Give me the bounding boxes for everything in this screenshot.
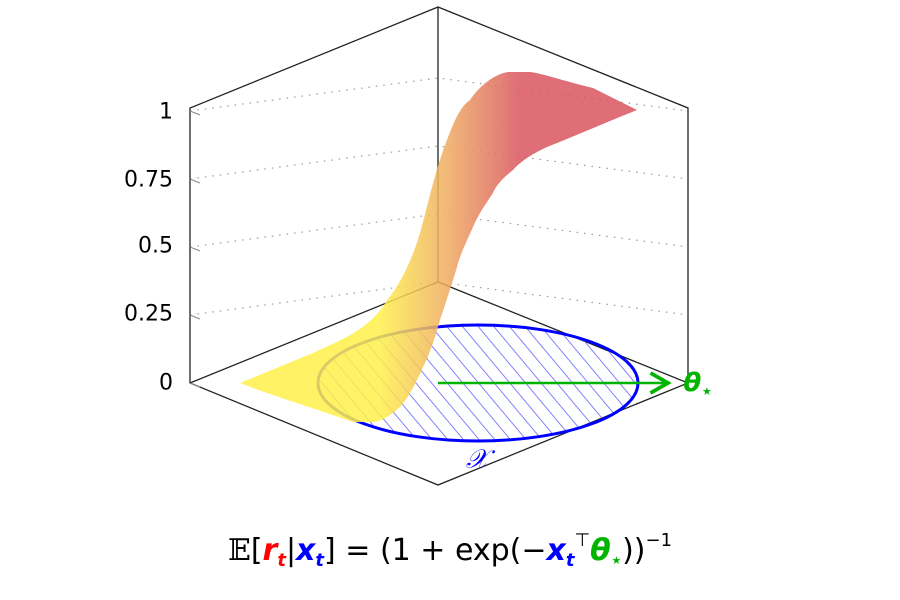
z-tick-label: 0.75 [124,167,173,193]
formula-text: )) [622,533,646,568]
grid-line-0.5 [189,213,689,248]
z-tick-label: 0.5 [138,233,173,259]
bracket: ] [324,533,336,568]
conditional-bar: | [285,533,297,568]
grid-line-0.25 [189,281,689,316]
context-symbol: xt [546,533,575,571]
theta-symbol: θ⋆ [590,533,623,571]
formula-text: = (1 + exp(− [335,533,547,568]
theta-symbol: θ [683,368,702,398]
grid-lines [189,77,689,316]
theta-label: θ⋆ [683,368,712,402]
exponent: −1 [645,530,673,551]
expectation-symbol: 𝔼 [227,533,251,568]
grid-line-0.75 [189,145,689,180]
z-tick-label: 0.25 [124,301,173,327]
domain-label: 𝒳 [465,444,489,475]
reward-symbol: rt [262,533,286,571]
transpose-symbol: ⊤ [574,530,591,551]
grid-line-1 [189,77,689,112]
bracket: [ [250,533,263,568]
z-tick-label: 0 [159,370,173,396]
sigmoid-surface [240,72,637,422]
formula: 𝔼[rt|xt] = (1 + exp(−xt⊤θ⋆))−1 [0,530,900,571]
z-ticks [189,110,201,388]
theta-subscript: ⋆ [701,381,713,402]
z-tick-label: 1 [159,99,173,125]
context-symbol: xt [296,533,325,571]
